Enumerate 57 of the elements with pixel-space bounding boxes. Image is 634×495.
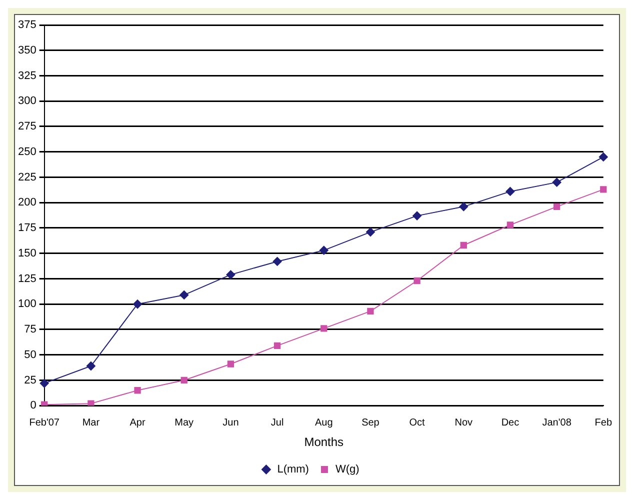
y-tick-label: 125 (18, 272, 36, 285)
x-tick-label: Jun (222, 417, 239, 428)
y-tick-label: 100 (18, 298, 36, 310)
x-tick-label: May (174, 417, 194, 428)
point (274, 342, 281, 350)
point (367, 308, 374, 315)
point (88, 400, 94, 406)
point (320, 325, 328, 332)
point (133, 300, 142, 309)
y-tick-label: 325 (18, 70, 36, 82)
point (226, 270, 236, 280)
point (180, 290, 189, 300)
x-tick-label: Feb (594, 417, 612, 428)
point (180, 376, 188, 384)
point (460, 242, 467, 249)
x-tick-label: Aug (314, 417, 333, 428)
x-tick-label: Sep (362, 417, 380, 428)
point (366, 228, 375, 237)
point (598, 152, 608, 162)
point (40, 378, 49, 388)
point (600, 186, 607, 193)
point (134, 387, 141, 394)
point (227, 360, 234, 368)
legend-label: W(g) (335, 464, 360, 476)
point (553, 203, 560, 210)
x-tick-label: Feb'07 (29, 417, 60, 428)
point (506, 186, 515, 196)
point (506, 222, 514, 228)
x-tick-label: Jul (270, 417, 284, 428)
x-tick-label: Oct (409, 417, 426, 428)
x-axis-title: Months (304, 435, 344, 450)
x-tick-label: Mar (82, 417, 100, 428)
point (319, 246, 328, 255)
y-tick-label: 275 (18, 120, 36, 133)
y-tick-label: 25 (24, 374, 36, 386)
y-tick-label: 50 (24, 348, 36, 361)
x-tick-label: Jan'08 (542, 417, 572, 428)
y-tick-label: 300 (18, 95, 36, 108)
point (412, 211, 422, 220)
y-tick-label: 150 (18, 247, 36, 260)
y-tick-label: 75 (24, 324, 36, 336)
legend-label: L(mm) (277, 464, 309, 476)
x-tick-label: Dec (501, 417, 520, 428)
y-tick-label: 175 (18, 222, 36, 234)
y-tick-label: 0 (30, 400, 36, 412)
point (552, 178, 562, 187)
y-tick-label: 250 (18, 146, 36, 158)
point (459, 202, 468, 212)
x-tick-label: Nov (454, 417, 473, 428)
y-tick-label: 350 (18, 44, 36, 56)
y-tick-label: 375 (18, 19, 36, 32)
x-tick-label: Apr (130, 417, 146, 428)
y-tick-label: 225 (18, 171, 36, 184)
point (86, 362, 96, 371)
point (272, 256, 282, 266)
point (414, 277, 420, 284)
y-tick-label: 200 (18, 196, 36, 209)
